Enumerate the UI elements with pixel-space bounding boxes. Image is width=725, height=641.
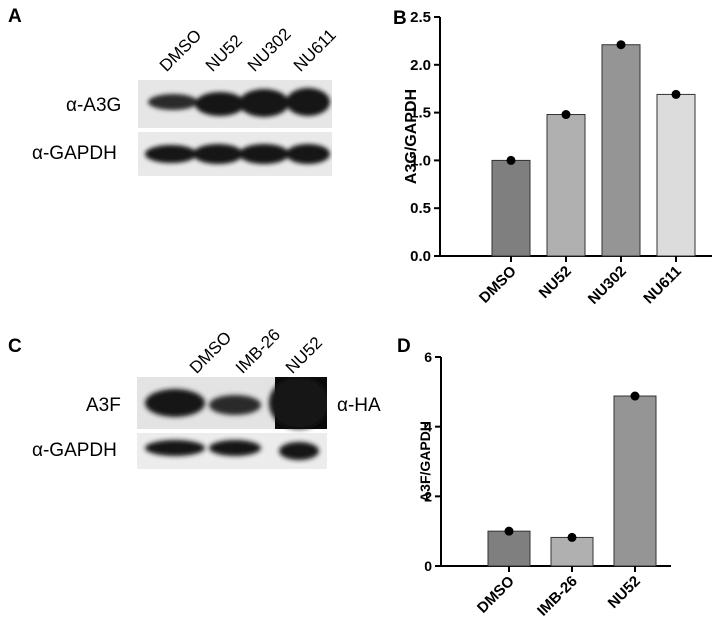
data-point bbox=[504, 526, 514, 536]
x-tick-label: IMB-26 bbox=[534, 573, 581, 620]
data-point bbox=[567, 532, 577, 542]
bar bbox=[656, 93, 696, 257]
data-point bbox=[630, 391, 640, 401]
y-tick-label: 1.0 bbox=[410, 152, 431, 169]
bar bbox=[550, 536, 594, 567]
y-tick-label: 2.5 bbox=[410, 9, 431, 26]
bar bbox=[546, 114, 586, 257]
panel-letter-d: D bbox=[397, 336, 411, 357]
y-tick-label: 2.0 bbox=[410, 57, 431, 74]
y-tick-label: 2 bbox=[424, 488, 432, 504]
data-point bbox=[506, 155, 516, 165]
panel-letter-a: A bbox=[8, 6, 22, 27]
panel-letter-b: B bbox=[393, 8, 407, 29]
y-tick-label: 6 bbox=[424, 349, 432, 365]
blot-a-image bbox=[138, 80, 332, 176]
data-point bbox=[616, 40, 626, 50]
bar bbox=[487, 530, 531, 567]
blot-row-label-right: α-HA bbox=[337, 395, 381, 416]
y-axis-label: A3F/GAPDH bbox=[417, 421, 433, 502]
y-tick-label: 0.5 bbox=[410, 200, 431, 217]
blot-row-label: α-GAPDH bbox=[32, 143, 117, 164]
y-tick-label: 0.0 bbox=[410, 248, 431, 265]
blot-row-label: α-A3G bbox=[66, 95, 122, 116]
panel-letter-c: C bbox=[8, 336, 22, 357]
x-tick-label: DMSO bbox=[474, 573, 518, 617]
y-tick-label: 4 bbox=[424, 419, 432, 435]
blot-c-image bbox=[137, 377, 327, 469]
blot-row-label: α-GAPDH bbox=[32, 440, 117, 461]
data-point bbox=[561, 110, 571, 120]
y-tick-label: 0 bbox=[424, 558, 432, 574]
bar bbox=[601, 44, 641, 257]
bar bbox=[613, 395, 657, 567]
y-tick-label: 1.5 bbox=[410, 105, 431, 122]
blot-row-label: A3F bbox=[86, 395, 121, 416]
x-tick-label: NU52 bbox=[605, 573, 644, 612]
data-point bbox=[671, 89, 681, 99]
y-axis-label: A3G/GAPDH bbox=[403, 89, 420, 184]
